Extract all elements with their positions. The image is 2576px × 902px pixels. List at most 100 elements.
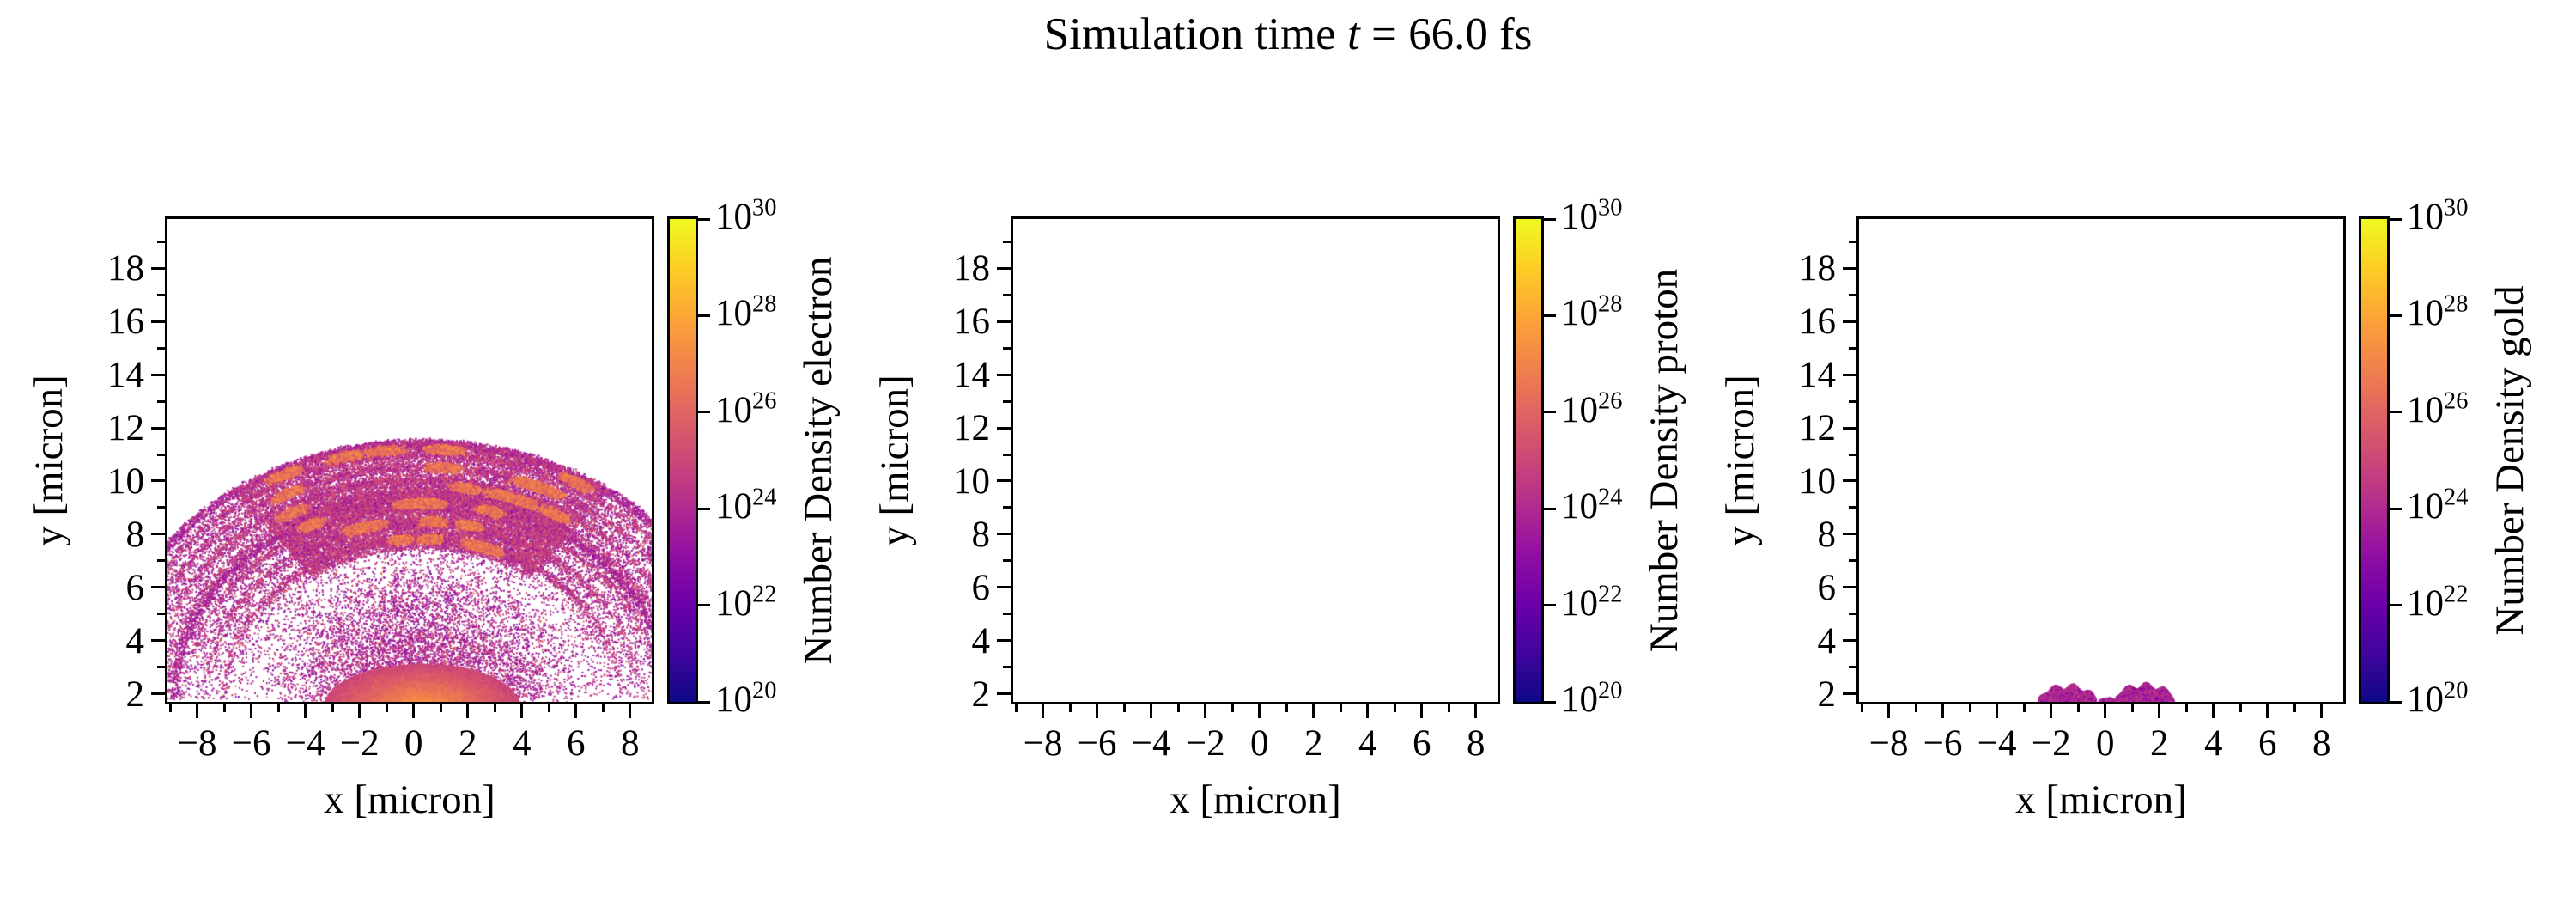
x-tick-major — [304, 704, 307, 718]
colorbar-tick-label: 1022 — [715, 581, 777, 624]
x-tick-minor — [1230, 704, 1234, 712]
y-tick-minor — [1849, 506, 1856, 509]
colorbar-tick — [2390, 604, 2402, 607]
x-tick-major — [1941, 704, 1945, 718]
x-tick-minor — [493, 704, 496, 712]
y-tick-minor — [1849, 453, 1856, 456]
gold-y-axis-label: y [micron] — [1718, 375, 1763, 546]
y-tick-label: 18 — [107, 248, 144, 289]
x-tick-label: −4 — [1977, 723, 2017, 764]
x-tick-major — [1204, 704, 1207, 718]
y-tick-major — [1843, 639, 1856, 643]
y-tick-major — [151, 373, 165, 376]
y-tick-minor — [1003, 506, 1011, 509]
y-tick-label: 16 — [107, 302, 144, 343]
y-tick-label: 2 — [125, 673, 145, 715]
figure-title: Simulation time t = 66.0 fs — [1044, 9, 1533, 60]
y-tick-major — [151, 426, 165, 430]
x-tick-minor — [2022, 704, 2026, 712]
colorbar-tick-label: 1030 — [715, 194, 777, 237]
y-tick-label: 10 — [1799, 460, 1836, 502]
x-tick-minor — [1393, 704, 1396, 712]
y-tick-minor — [1003, 666, 1011, 669]
y-tick-label: 14 — [953, 355, 990, 396]
y-tick-label: 6 — [1817, 567, 1837, 608]
colorbar-tick-label: 1024 — [2407, 484, 2469, 527]
electron-colorbar — [667, 216, 698, 704]
y-tick-label: 10 — [953, 460, 990, 502]
x-tick-minor — [276, 704, 280, 712]
x-tick-major — [1312, 704, 1315, 718]
y-tick-label: 4 — [971, 620, 991, 661]
colorbar-tick-label: 1028 — [2407, 291, 2469, 334]
x-tick-minor — [1176, 704, 1180, 712]
y-tick-major — [1843, 426, 1856, 430]
x-tick-label: −2 — [1185, 723, 1225, 764]
x-tick-minor — [1122, 704, 1126, 712]
y-tick-minor — [157, 399, 165, 403]
y-tick-major — [997, 533, 1011, 536]
x-tick-minor — [439, 704, 442, 712]
y-tick-minor — [1003, 346, 1011, 350]
colorbar-tick — [698, 314, 710, 317]
x-tick-label: 4 — [2204, 723, 2223, 764]
y-tick-major — [1843, 320, 1856, 323]
x-tick-label: 0 — [1249, 723, 1269, 764]
x-tick-major — [358, 704, 361, 718]
y-tick-major — [151, 320, 165, 323]
y-tick-major — [151, 533, 165, 536]
x-tick-label: 8 — [621, 723, 640, 764]
y-tick-minor — [1003, 453, 1011, 456]
x-tick-minor — [1285, 704, 1288, 712]
x-tick-label: −8 — [1023, 723, 1063, 764]
y-tick-major — [1843, 533, 1856, 536]
electron-x-axis-label: x [micron] — [324, 777, 495, 822]
x-tick-label: −8 — [177, 723, 217, 764]
y-tick-minor — [1003, 240, 1011, 243]
y-tick-minor — [1849, 293, 1856, 296]
x-tick-label: 0 — [2095, 723, 2115, 764]
x-tick-major — [1366, 704, 1370, 718]
y-tick-minor — [1849, 559, 1856, 563]
x-tick-minor — [1914, 704, 1917, 712]
colorbar-tick — [698, 604, 710, 607]
x-tick-label: −6 — [231, 723, 271, 764]
colorbar-tick — [1544, 604, 1556, 607]
y-tick-label: 10 — [107, 460, 144, 502]
y-tick-minor — [1003, 559, 1011, 563]
x-tick-major — [1887, 704, 1891, 718]
y-tick-minor — [1003, 293, 1011, 296]
y-tick-minor — [1849, 346, 1856, 350]
y-tick-major — [997, 373, 1011, 376]
y-tick-major — [997, 586, 1011, 589]
x-tick-major — [1996, 704, 1999, 718]
x-tick-label: 0 — [404, 723, 423, 764]
y-tick-label: 16 — [1799, 302, 1836, 343]
colorbar-tick-label: 1020 — [2407, 677, 2469, 720]
x-tick-minor — [1447, 704, 1450, 712]
x-tick-major — [1474, 704, 1478, 718]
x-tick-label: 6 — [1413, 723, 1431, 764]
x-tick-minor — [2293, 704, 2296, 712]
colorbar-tick-label: 1020 — [1561, 677, 1623, 720]
x-tick-label: −4 — [1131, 723, 1171, 764]
y-tick-label: 6 — [971, 567, 991, 608]
x-tick-label: −6 — [1923, 723, 1963, 764]
y-tick-minor — [157, 559, 165, 563]
y-tick-major — [997, 266, 1011, 270]
x-tick-label: 2 — [1303, 723, 1323, 764]
gold-colorbar — [2359, 216, 2390, 704]
x-tick-minor — [331, 704, 334, 712]
y-tick-major — [997, 479, 1011, 483]
y-tick-major — [151, 692, 165, 696]
x-tick-major — [1042, 704, 1045, 718]
colorbar-tick — [1544, 700, 1556, 704]
electron-plot-area — [165, 216, 654, 704]
x-tick-label: 2 — [458, 723, 477, 764]
x-tick-major — [2266, 704, 2269, 718]
colorbar-tick-label: 1022 — [1561, 581, 1623, 624]
y-tick-major — [997, 692, 1011, 696]
figure-title-pre: Simulation time — [1043, 9, 1347, 59]
